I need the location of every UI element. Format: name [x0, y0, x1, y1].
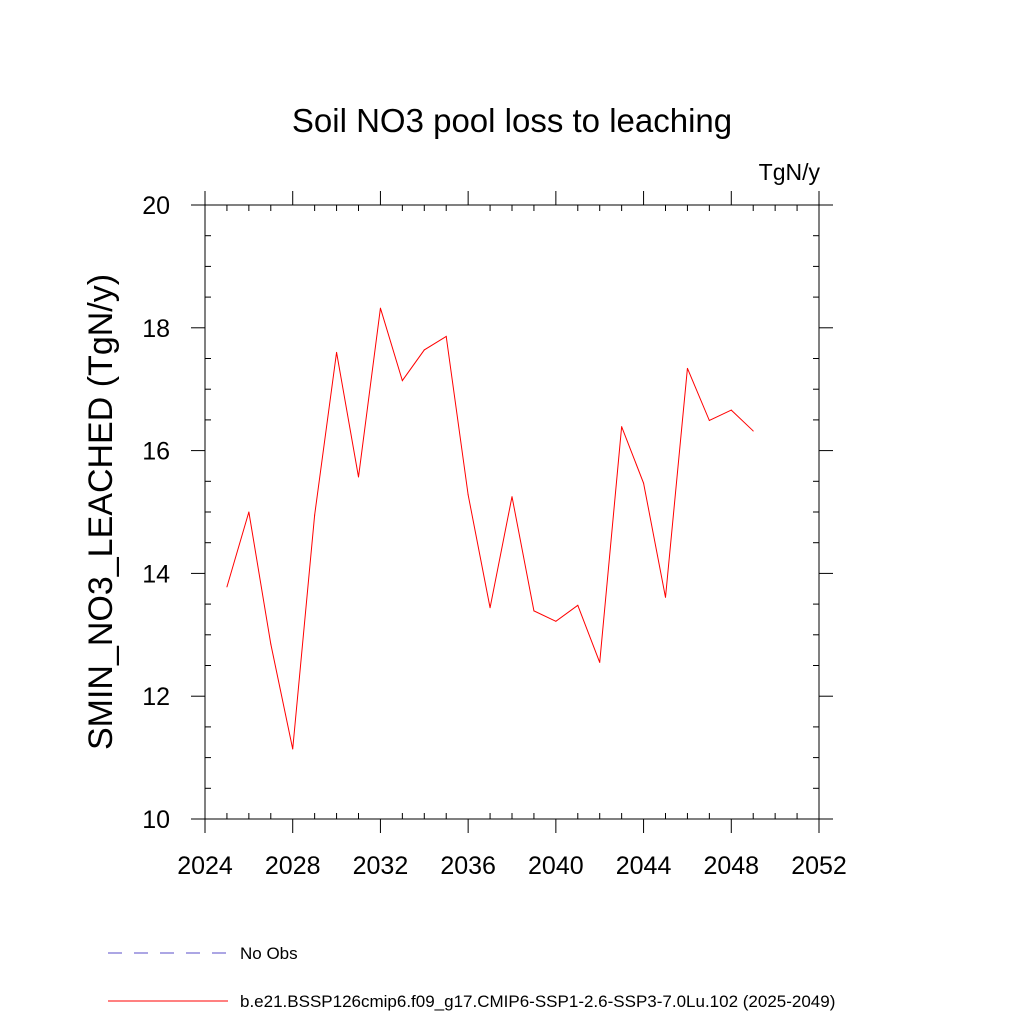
data-point: [752, 430, 754, 432]
chart-title: Soil NO3 pool loss to leaching: [292, 102, 732, 139]
data-point: [423, 349, 425, 351]
data-point: [708, 420, 710, 422]
legend-label-no-obs: No Obs: [240, 944, 298, 963]
data-point: [358, 476, 359, 478]
units-label: TgN/y: [759, 159, 821, 185]
y-tick-label: 14: [142, 560, 170, 588]
data-point: [511, 496, 513, 498]
data-point: [489, 607, 491, 609]
x-tick-label: 2032: [353, 852, 409, 880]
data-point: [401, 380, 403, 382]
data-point: [643, 482, 645, 484]
x-tick-label: 2028: [265, 852, 321, 880]
y-axis-label: SMIN_NO3_LEACHED (TgN/y): [82, 274, 120, 750]
data-point: [314, 514, 316, 516]
series-line: [226, 308, 754, 750]
data-point: [379, 307, 381, 309]
y-tick-label: 10: [142, 806, 170, 834]
x-tick-label: 2048: [703, 852, 759, 880]
x-tick-label: 2044: [616, 852, 672, 880]
x-tick-label: 2040: [528, 852, 584, 880]
y-tick-label: 16: [142, 438, 170, 466]
data-point: [599, 661, 601, 663]
data-point: [577, 604, 579, 606]
data-point: [665, 596, 666, 598]
data-point: [336, 351, 338, 353]
x-tick-label: 2036: [440, 852, 496, 880]
x-tick-label: 2052: [791, 852, 847, 880]
y-tick-label: 20: [142, 192, 170, 220]
data-point: [467, 494, 469, 496]
data-point: [621, 426, 623, 428]
x-tick-label: 2024: [177, 852, 233, 880]
data-point: [730, 409, 732, 411]
y-tick-label: 12: [142, 683, 170, 711]
plot-frame: [204, 204, 820, 820]
data-point: [248, 511, 250, 513]
legend: No Obs b.e21.BSSP126cmip6.f09_g17.CMIP6-…: [108, 944, 835, 1011]
data-point: [555, 620, 557, 622]
legend-label-series: b.e21.BSSP126cmip6.f09_g17.CMIP6-SSP1-2.…: [240, 992, 835, 1011]
axis-ticks: [191, 191, 833, 833]
data-point: [445, 335, 447, 337]
data-point: [686, 367, 688, 369]
y-tick-label: 18: [142, 315, 170, 343]
data-point: [226, 586, 228, 588]
data-point: [270, 643, 272, 645]
tick-labels: 2024 2028 2032 2036 2040 2044 2048 2052 10 12 14 16…: [142, 192, 847, 880]
series-layer: [226, 307, 754, 750]
data-point: [533, 610, 535, 612]
data-point: [292, 748, 294, 750]
